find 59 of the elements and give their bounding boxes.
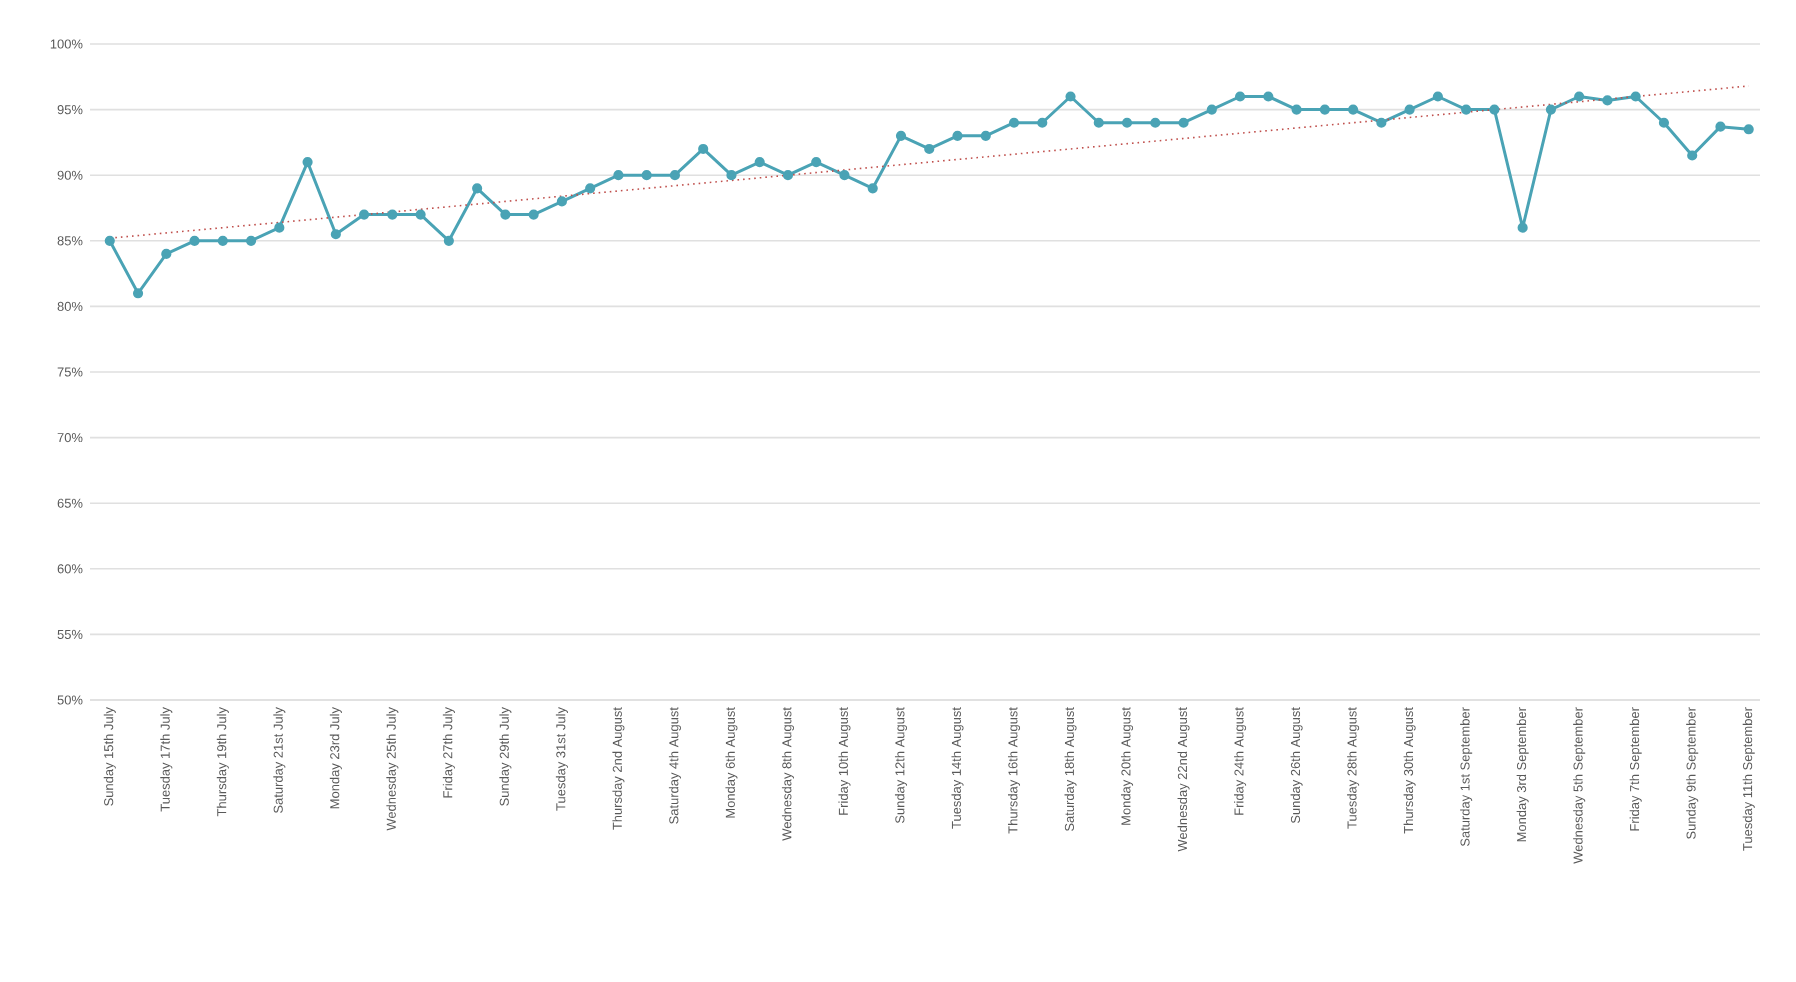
point — [1630, 91, 1641, 102]
point — [1602, 95, 1613, 106]
point — [1319, 104, 1330, 115]
point — [1263, 91, 1274, 102]
point — [1461, 104, 1472, 115]
point — [924, 143, 935, 155]
point — [104, 235, 115, 246]
point — [1037, 117, 1048, 128]
point — [669, 170, 681, 181]
point — [1234, 91, 1246, 102]
point — [1687, 150, 1698, 161]
point — [1121, 117, 1133, 128]
point — [952, 130, 963, 141]
point — [189, 235, 200, 246]
point — [895, 130, 907, 141]
point — [1376, 117, 1387, 128]
point — [839, 170, 850, 181]
point — [1008, 117, 1020, 128]
point — [274, 222, 285, 233]
point — [415, 209, 426, 220]
point — [811, 157, 822, 168]
point — [1743, 124, 1754, 135]
point — [528, 209, 539, 220]
point — [1093, 117, 1104, 128]
point — [302, 157, 313, 168]
point — [754, 157, 765, 168]
point — [726, 170, 737, 181]
point — [782, 170, 794, 181]
point — [1489, 104, 1500, 115]
point — [500, 209, 511, 220]
point — [1150, 117, 1161, 128]
point — [387, 209, 398, 220]
point — [1432, 91, 1443, 102]
point — [1658, 117, 1670, 128]
point — [161, 248, 172, 260]
point — [472, 183, 483, 194]
point — [1545, 104, 1556, 115]
point — [556, 196, 567, 207]
point — [1065, 91, 1076, 102]
point — [1291, 104, 1302, 115]
point — [641, 170, 652, 181]
point — [132, 288, 144, 299]
point — [1404, 104, 1415, 115]
point — [443, 235, 454, 246]
point — [1715, 121, 1726, 132]
point — [613, 170, 624, 181]
point — [1517, 222, 1528, 233]
point — [245, 235, 257, 246]
point — [359, 209, 370, 220]
point — [330, 229, 341, 240]
point — [1178, 117, 1189, 128]
point — [1348, 104, 1359, 115]
point — [867, 183, 878, 194]
point — [217, 235, 228, 246]
point — [585, 183, 596, 194]
point — [980, 130, 991, 141]
point — [1574, 91, 1585, 102]
point — [1206, 104, 1217, 115]
point — [698, 143, 709, 155]
